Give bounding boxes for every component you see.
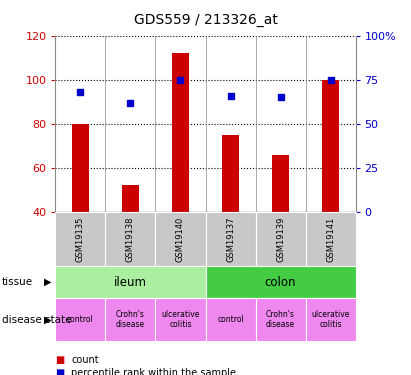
Text: colon: colon xyxy=(265,276,296,289)
Text: GSM19135: GSM19135 xyxy=(76,216,85,262)
Text: GDS559 / 213326_at: GDS559 / 213326_at xyxy=(134,13,277,27)
Bar xyxy=(272,154,289,212)
Text: Crohn's
disease: Crohn's disease xyxy=(266,310,295,329)
Text: ileum: ileum xyxy=(114,276,147,289)
Text: ulcerative
colitis: ulcerative colitis xyxy=(311,310,350,329)
Bar xyxy=(222,135,239,212)
Text: disease state: disease state xyxy=(2,315,72,325)
Text: ▶: ▶ xyxy=(44,277,51,287)
Text: GSM19138: GSM19138 xyxy=(126,216,135,262)
Bar xyxy=(172,53,189,212)
Text: GSM19140: GSM19140 xyxy=(176,216,185,262)
Bar xyxy=(322,80,339,212)
Bar xyxy=(122,186,139,212)
Text: control: control xyxy=(217,315,244,324)
Text: GSM19139: GSM19139 xyxy=(276,216,285,262)
Text: GSM19137: GSM19137 xyxy=(226,216,235,262)
Text: Crohn's
disease: Crohn's disease xyxy=(116,310,145,329)
Text: ■: ■ xyxy=(55,355,65,365)
Text: tissue: tissue xyxy=(2,277,33,287)
Text: ■: ■ xyxy=(55,368,65,375)
Bar xyxy=(72,124,89,212)
Text: percentile rank within the sample: percentile rank within the sample xyxy=(71,368,236,375)
Text: ulcerative
colitis: ulcerative colitis xyxy=(161,310,200,329)
Text: control: control xyxy=(67,315,94,324)
Text: count: count xyxy=(71,355,99,365)
Text: ▶: ▶ xyxy=(44,315,51,325)
Text: GSM19141: GSM19141 xyxy=(326,216,335,262)
